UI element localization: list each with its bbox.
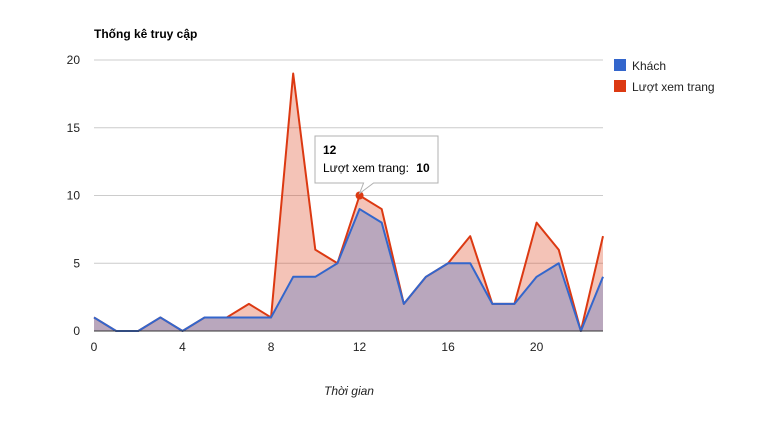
legend-item-khach[interactable]: Khách bbox=[614, 59, 666, 73]
y-tick-10: 10 bbox=[67, 189, 81, 203]
x-tick-4: 4 bbox=[179, 340, 186, 354]
legend-label-luot-xem-trang: Lượt xem trang bbox=[632, 80, 715, 94]
legend[interactable]: Khách Lượt xem trang bbox=[614, 59, 715, 94]
y-tick-20: 20 bbox=[67, 53, 81, 67]
legend-label-khach: Khách bbox=[632, 59, 666, 73]
series-areas bbox=[94, 73, 603, 332]
legend-item-luot-xem-trang[interactable]: Lượt xem trang bbox=[614, 80, 715, 94]
y-tick-0: 0 bbox=[73, 324, 80, 338]
tooltip: 12 Lượt xem trang: 10 bbox=[314, 135, 439, 195]
tooltip-title: 12 bbox=[323, 143, 337, 157]
line-series-0 bbox=[93, 208, 604, 332]
y-tick-5: 5 bbox=[73, 256, 80, 270]
legend-swatch-luot-xem-trang bbox=[614, 80, 626, 92]
series-lines bbox=[93, 72, 604, 332]
chart-title: Thống kê truy cập bbox=[94, 27, 197, 41]
y-tick-15: 15 bbox=[67, 121, 81, 135]
tooltip-value: 10 bbox=[416, 161, 430, 175]
area-series-1 bbox=[94, 73, 603, 332]
tooltip-label: Lượt xem trang: bbox=[323, 161, 409, 175]
x-tick-12: 12 bbox=[353, 340, 367, 354]
y-axis-ticks: 0 5 10 15 20 bbox=[67, 53, 81, 338]
gridlines bbox=[94, 59, 603, 264]
x-axis-label: Thời gian bbox=[324, 384, 374, 398]
x-axis-ticks: 0 4 8 12 16 20 bbox=[91, 340, 544, 354]
x-tick-8: 8 bbox=[268, 340, 275, 354]
x-tick-16: 16 bbox=[441, 340, 455, 354]
highlighted-point bbox=[355, 191, 364, 200]
x-tick-20: 20 bbox=[530, 340, 544, 354]
tooltip-line: Lượt xem trang: 10 bbox=[323, 161, 430, 175]
tooltip-box bbox=[314, 135, 439, 195]
x-tick-0: 0 bbox=[91, 340, 98, 354]
area-series-0 bbox=[94, 209, 603, 331]
legend-swatch-khach bbox=[614, 59, 626, 71]
